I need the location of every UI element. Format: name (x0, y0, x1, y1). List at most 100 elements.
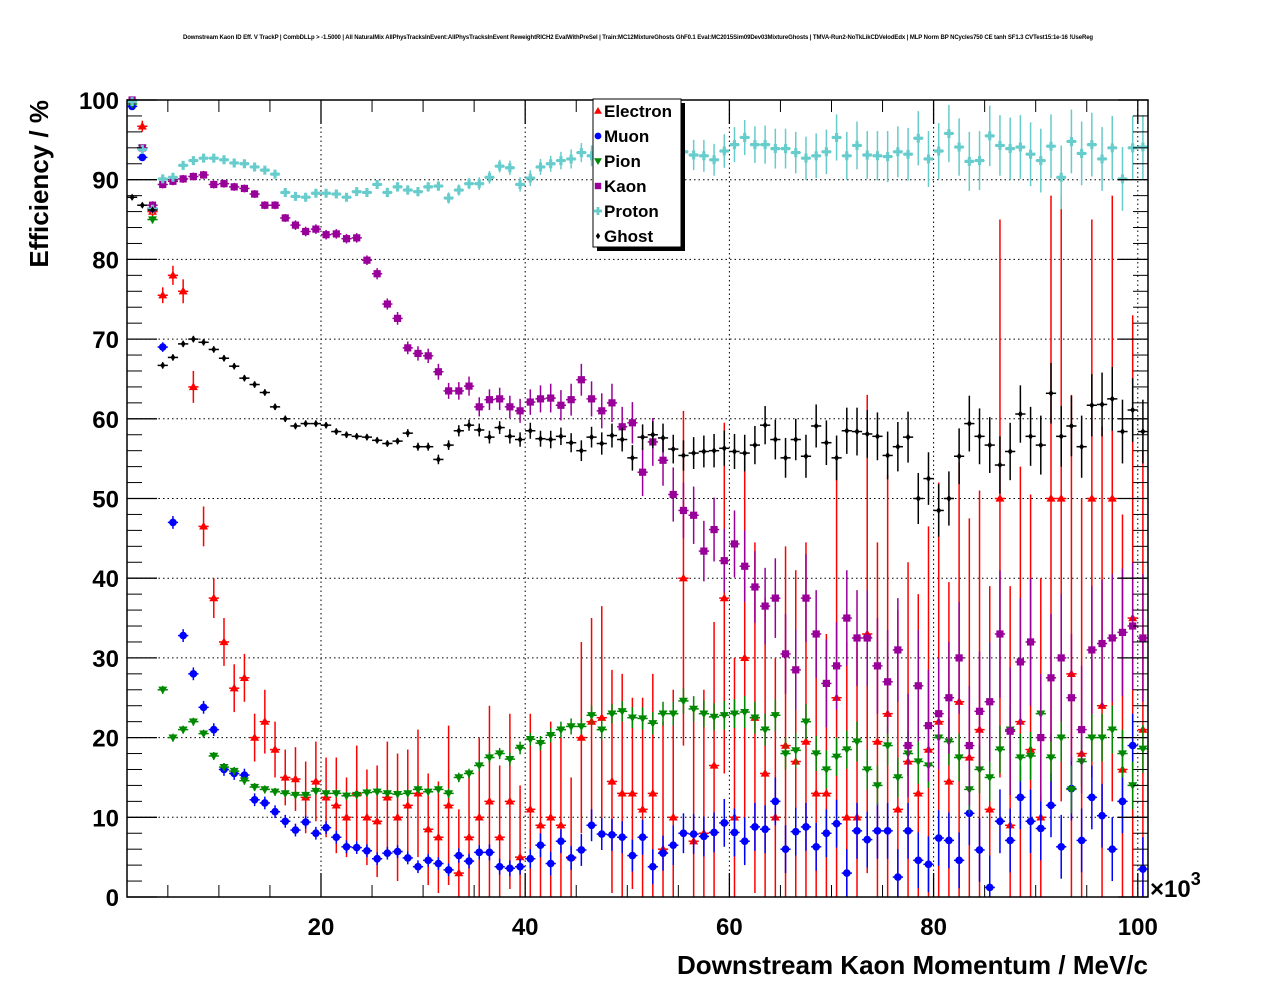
kaon-point (884, 678, 892, 686)
pion-point (801, 718, 811, 727)
pion-point (413, 786, 423, 794)
proton-point (995, 140, 1005, 150)
muon-point (679, 829, 688, 838)
ghost-point (966, 419, 972, 428)
kaon-point (383, 300, 391, 308)
ghost-point (670, 445, 676, 453)
proton-point (536, 162, 546, 172)
proton-point (239, 159, 249, 169)
pion-point (209, 752, 219, 761)
electron-point (760, 768, 770, 777)
muon-point (475, 848, 484, 857)
ghost-point (783, 454, 789, 462)
proton-point (525, 173, 535, 183)
ghost-point (497, 423, 503, 432)
pion-point (832, 753, 842, 762)
pion-point (229, 767, 239, 776)
kaon-point (373, 270, 381, 278)
pion-point (148, 216, 158, 225)
proton-point (209, 153, 219, 163)
ghost-point (241, 374, 247, 382)
proton-point (546, 159, 556, 169)
proton-point (484, 172, 494, 182)
kaon-point (1088, 646, 1096, 654)
ghost-point (364, 433, 370, 441)
kaon-point (445, 387, 453, 395)
proton-point (454, 185, 464, 195)
muon-point (863, 835, 872, 844)
proton-point (1056, 172, 1066, 182)
muon-point (720, 819, 729, 827)
electron-point (495, 832, 505, 841)
proton-point (1077, 148, 1087, 158)
pion-point (893, 774, 903, 782)
legend-marker-kaon (594, 182, 602, 190)
x-multiplier-exponent: 3 (1191, 869, 1201, 889)
proton-point (576, 148, 586, 158)
pion-point (280, 790, 290, 798)
kaon-point (1026, 638, 1035, 646)
pion-point (1015, 754, 1025, 763)
electron-point (893, 804, 903, 813)
pion-point (913, 758, 923, 767)
legend-marker-electron (594, 107, 602, 114)
kaon-point (587, 395, 596, 403)
proton-point (1046, 141, 1056, 151)
muon-point (1047, 801, 1055, 810)
ghost-point (435, 455, 441, 464)
kaon-point (894, 646, 902, 654)
pion-point (199, 730, 209, 739)
proton-point (689, 150, 699, 160)
ghost-point (885, 451, 891, 460)
pion-point (1087, 734, 1097, 743)
proton-point (719, 146, 729, 156)
kaon-point (1047, 674, 1055, 682)
ghost-point (292, 422, 298, 430)
muon-point (945, 836, 953, 845)
proton-point (740, 132, 750, 142)
y-tick-label: 50 (92, 487, 119, 514)
proton-point (403, 185, 413, 195)
kaon-point (700, 547, 708, 555)
kaon-point (1037, 734, 1045, 742)
muon-point (822, 829, 831, 838)
x-tick-label: 60 (716, 914, 743, 941)
ghost-point (609, 431, 615, 440)
kaon-point (608, 399, 616, 407)
proton-point (1015, 142, 1025, 152)
muon-point (424, 856, 433, 865)
proton-point (1128, 143, 1138, 153)
x-tick-label: 100 (1118, 914, 1158, 941)
kaon-point (210, 180, 218, 189)
ghost-point (374, 436, 380, 444)
muon-point (924, 860, 933, 869)
proton-point (260, 165, 270, 175)
kaon-point (240, 184, 249, 193)
kaon-point (945, 694, 953, 702)
electron-point (995, 494, 1005, 502)
muon-point (894, 873, 902, 881)
proton-point (954, 142, 964, 152)
proton-point (1087, 140, 1097, 150)
proton-point (913, 133, 923, 143)
proton-point (883, 152, 893, 162)
ticks (127, 99, 1148, 898)
pion-point (403, 790, 413, 798)
muon-point (138, 153, 147, 162)
electron-point (801, 737, 811, 745)
muon-point (985, 883, 994, 892)
pion-point (250, 783, 260, 792)
kaon-point (935, 710, 943, 718)
ghost-point (589, 433, 595, 441)
muon-point (955, 856, 963, 865)
electron-point (290, 774, 300, 783)
proton-point (158, 174, 168, 184)
kaon-point (342, 235, 351, 243)
electron-point (944, 776, 954, 785)
pion-point (1138, 745, 1148, 754)
kaon-point (832, 662, 841, 670)
kaon-point (1016, 658, 1024, 666)
kaon-point (853, 634, 861, 642)
pion-point (597, 726, 607, 735)
pion-point (331, 790, 341, 798)
